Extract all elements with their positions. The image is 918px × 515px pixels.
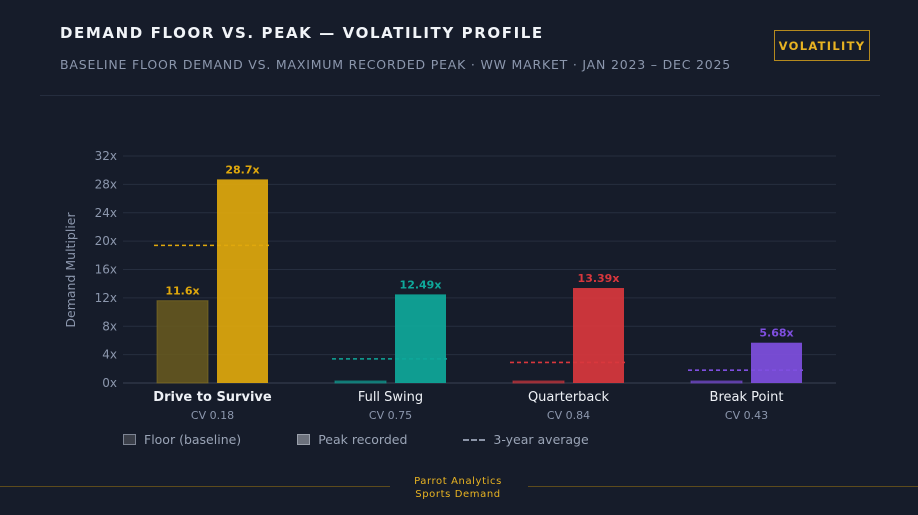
header-divider [40,95,880,96]
peak-value-label-2: 13.39x [578,272,620,285]
floor-bar-0 [156,300,209,384]
y-tick-label-8: 8x [102,319,117,333]
y-tick-label-16: 16x [95,263,117,277]
legend-floor-label: Floor (baseline) [144,432,242,447]
peak-bar-3 [751,342,802,383]
y-tick-label-24: 24x [95,206,117,220]
chart-subtitle: BASELINE FLOOR DEMAND VS. MAXIMUM RECORD… [60,57,732,72]
legend-peak-swatch [297,434,311,445]
y-tick-label-12: 12x [95,291,117,305]
y-tick-label-20: 20x [95,234,117,248]
legend-peak: Peak recorded [297,432,407,447]
cv-label-1: CV 0.75 [369,409,412,422]
peak-bar-0 [217,179,268,383]
category-label-2: Quarterback [528,390,610,405]
cv-label-0: CV 0.18 [191,409,234,422]
peak-bar-2 [573,288,624,383]
legend-floor-swatch [123,434,136,445]
legend-average-dash [463,438,486,441]
floor-value-label-0: 11.6x [165,285,199,298]
legend-average: 3-year average [463,432,589,447]
volatility-badge: VOLATILITY [774,30,870,61]
y-tick-label-4: 4x [102,348,117,362]
floor-bar-3 [690,380,743,384]
category-label-3: Break Point [710,390,784,405]
chart-legend: Floor (baseline) Peak recorded 3-year av… [123,432,645,447]
legend-floor: Floor (baseline) [123,432,241,447]
category-label-0: Drive to Survive [153,390,272,405]
footer-line-2: Sports Demand [415,489,501,500]
legend-peak-label: Peak recorded [318,432,408,447]
y-tick-label-28: 28x [95,177,117,191]
peak-value-label-1: 12.49x [400,278,442,291]
footer-line-1: Parrot Analytics [414,476,502,487]
floor-bar-2 [512,380,565,384]
footer-rule-right [528,486,918,487]
y-axis-label: Demand Multiplier [63,212,78,328]
legend-average-label: 3-year average [493,432,589,447]
peak-bar-1 [395,294,446,383]
category-label-1: Full Swing [358,390,423,405]
chart-title: DEMAND FLOOR VS. PEAK — VOLATILITY PROFI… [60,24,544,42]
peak-value-label-0: 28.7x [225,163,259,176]
footer-brand: Parrot Analytics Sports Demand [380,475,536,501]
y-tick-label-0: 0x [102,376,117,390]
floor-bar-1 [334,380,387,384]
footer-rule-left [0,486,390,487]
cv-label-3: CV 0.43 [725,409,768,422]
y-tick-label-32: 32x [95,149,117,163]
cv-label-2: CV 0.84 [547,409,590,422]
peak-value-label-3: 5.68x [759,327,793,340]
